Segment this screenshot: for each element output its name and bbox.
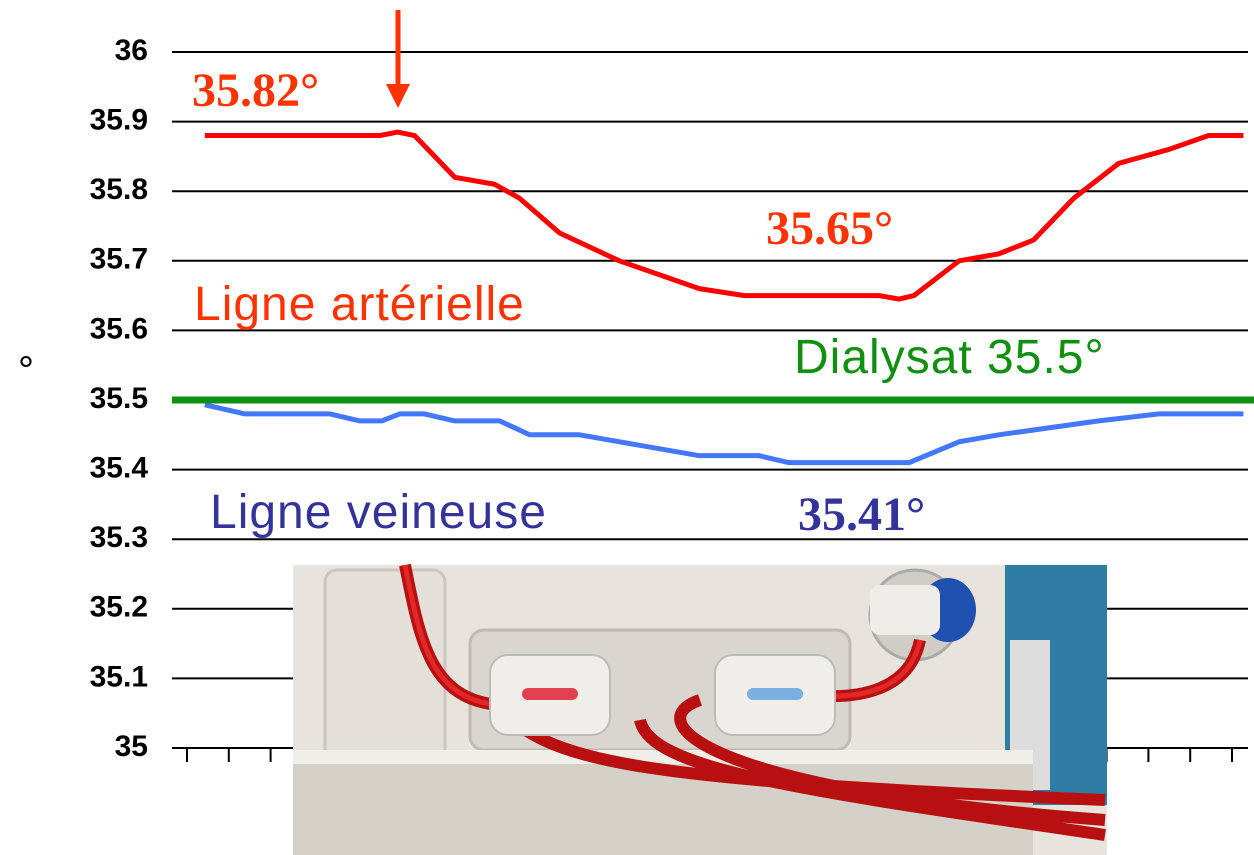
- y-axis-label: °: [18, 349, 34, 393]
- y-tick-label: 35.5: [90, 382, 148, 415]
- y-tick-label: 35.1: [90, 660, 148, 693]
- photo: [293, 563, 1107, 855]
- arrow: [386, 10, 410, 108]
- annotation: 35.41°: [798, 488, 925, 541]
- y-tick-label: 35.7: [90, 243, 148, 276]
- y-tick-label: 35: [115, 730, 148, 763]
- y-tick-label: 35.4: [90, 452, 149, 485]
- y-tick-label: 35.8: [90, 173, 148, 206]
- line: [204, 402, 1244, 466]
- series-label: Ligne artérielle: [194, 278, 525, 331]
- series-label: Ligne veineuse: [210, 486, 547, 539]
- y-tick-label: 35.6: [90, 312, 148, 345]
- y-tick-label: 35.2: [90, 591, 148, 624]
- y-tick-label: 36: [115, 34, 148, 67]
- lines: [172, 129, 1254, 466]
- y-tick-label: 35.9: [90, 104, 148, 137]
- annotation: 35.65°: [766, 202, 893, 255]
- reference-label: Dialysat 35.5°: [794, 331, 1105, 384]
- line: [204, 129, 1244, 302]
- y-tick-label: 35.3: [90, 521, 148, 554]
- annotation: 35.82°: [192, 64, 319, 117]
